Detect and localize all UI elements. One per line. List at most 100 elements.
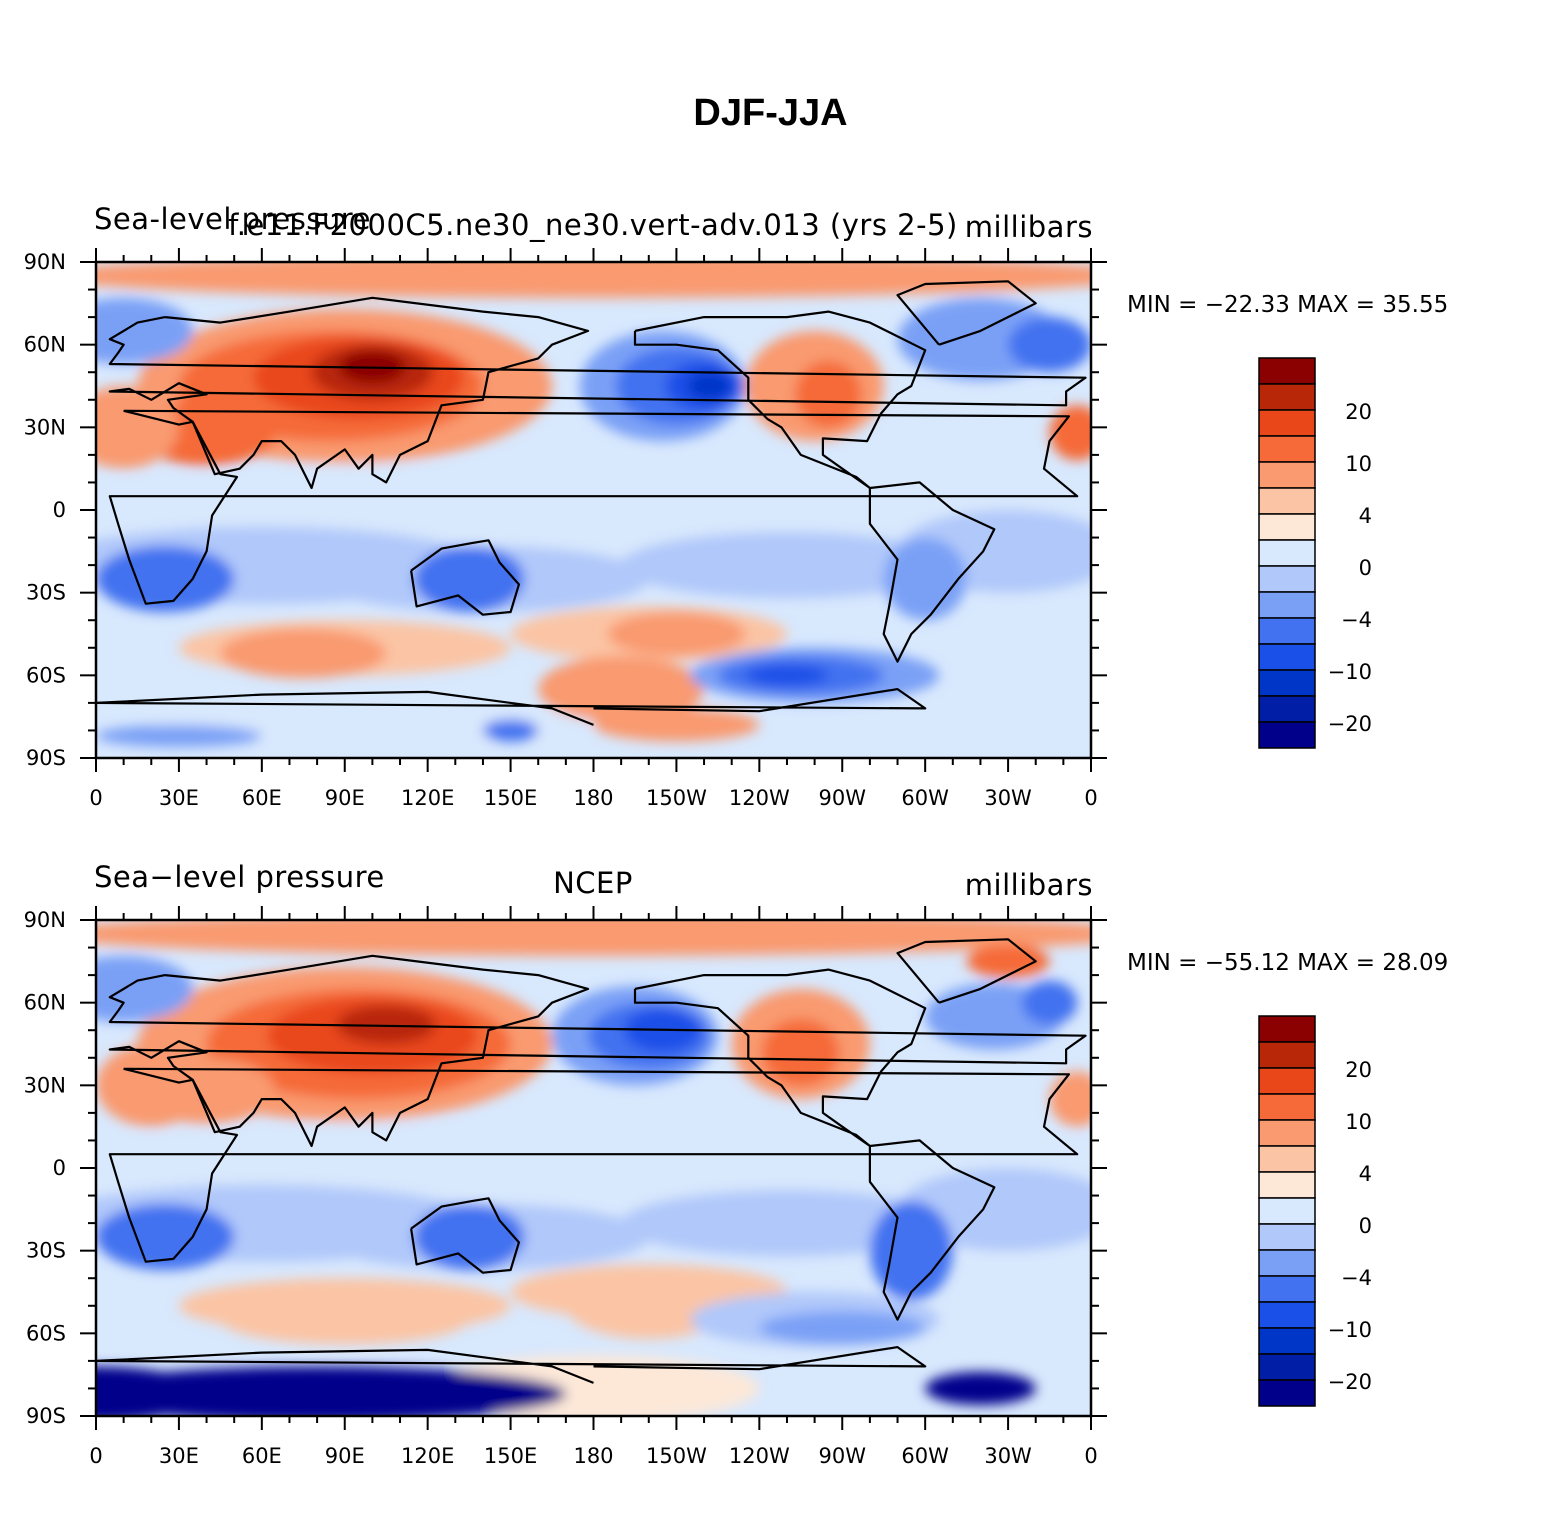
colorbar-swatch xyxy=(1258,1223,1316,1251)
colorbar-label: 10 xyxy=(1345,452,1372,476)
lon-tick-label: 30W xyxy=(984,1444,1032,1468)
lat-tick-label: 60N xyxy=(24,333,66,357)
pressure-contour-region xyxy=(966,944,1050,978)
colorbar-swatch xyxy=(1258,1145,1316,1173)
colorbar-swatch xyxy=(1258,1041,1316,1069)
pressure-contour-region xyxy=(593,708,760,742)
lon-tick-label: 90E xyxy=(325,1444,365,1468)
pressure-contour-region xyxy=(413,545,525,612)
coastline xyxy=(410,1197,520,1274)
pressure-contour-region xyxy=(96,262,1091,298)
colorbar-swatch xyxy=(1258,565,1316,593)
colorbar-swatch xyxy=(1258,1275,1316,1303)
panel-units-label: millibars xyxy=(964,868,1093,902)
lat-tick-label: 0 xyxy=(53,1156,66,1180)
lon-tick-label: 120E xyxy=(401,1444,454,1468)
pressure-contour-region xyxy=(745,664,829,687)
lon-tick-label: 150W xyxy=(646,786,707,810)
colorbar-swatch xyxy=(1258,1249,1316,1277)
lon-tick-label: 0 xyxy=(89,786,102,810)
lon-tick-label: 90E xyxy=(325,786,365,810)
colorbar-label: 4 xyxy=(1359,504,1372,528)
coastline xyxy=(896,280,1037,346)
colorbar-swatch xyxy=(1258,539,1316,567)
lat-tick-label: 90S xyxy=(26,1404,66,1428)
lon-tick-label: 0 xyxy=(1084,786,1097,810)
pressure-contour-region xyxy=(96,724,262,747)
colorbar-label: −20 xyxy=(1328,712,1372,736)
colorbar-label: 0 xyxy=(1359,1214,1372,1238)
min-max-readout: MIN = −55.12 MAX = 28.09 xyxy=(1127,950,1449,976)
colorbar-swatch xyxy=(1258,1379,1316,1407)
pressure-contour-region xyxy=(565,1272,732,1339)
lon-tick-label: 120W xyxy=(729,786,790,810)
figure-title: DJF-JJA xyxy=(693,92,848,134)
pressure-contour-region xyxy=(336,1005,436,1044)
map-plot-model: 90N 60N 30N 0 30S 60S 90S 0 30E 60E 90E 120E 150E 180… xyxy=(24,248,1372,810)
colorbar-swatch xyxy=(1258,357,1316,385)
colorbar-swatch xyxy=(1258,1327,1316,1355)
pressure-contour-region xyxy=(621,1190,953,1257)
lon-tick-label: 90W xyxy=(819,786,867,810)
coastline xyxy=(868,1139,996,1321)
coastline xyxy=(108,409,1079,605)
colorbar-swatch xyxy=(1258,1015,1316,1043)
colorbar-swatch xyxy=(1258,513,1316,541)
pressure-contour-region xyxy=(759,1311,926,1345)
panel-units-label: millibars xyxy=(964,210,1093,244)
pressure-contour-region xyxy=(96,920,1091,956)
lon-tick-label: 60W xyxy=(901,786,949,810)
lon-tick-label: 60E xyxy=(242,1444,282,1468)
pressure-contour-region xyxy=(607,611,746,657)
colorbar-swatch xyxy=(1258,383,1316,411)
map-panel-ncep: Sea−level pressure NCEP millibars MIN = … xyxy=(0,854,1541,1514)
lon-tick-label: 30E xyxy=(159,1444,199,1468)
panel-variable-label: Sea−level pressure xyxy=(94,860,385,894)
pressure-contour-region xyxy=(220,1294,470,1345)
coastline xyxy=(108,296,1087,490)
colorbar-label: −10 xyxy=(1328,1318,1372,1342)
colorbar-swatch xyxy=(1258,435,1316,463)
coastline xyxy=(108,954,1087,1148)
pressure-contour-region xyxy=(621,532,953,599)
colorbar-label: −4 xyxy=(1341,608,1372,632)
pressure-contour-region xyxy=(1008,317,1091,373)
colorbar-swatch xyxy=(1258,1197,1316,1225)
lon-tick-label: 0 xyxy=(1084,1444,1097,1468)
colorbar-label: 0 xyxy=(1359,556,1372,580)
min-max-readout: MIN = −22.33 MAX = 35.55 xyxy=(1127,292,1449,318)
panel-variable-label: Sea-level pressure xyxy=(94,202,371,236)
colorbar-label: −20 xyxy=(1328,1370,1372,1394)
lon-tick-label: 120E xyxy=(401,786,454,810)
map-panel-model: Sea-level pressure f.e11.F2000C5.ne30_ne… xyxy=(0,196,1541,856)
pressure-contour-region xyxy=(869,1201,953,1301)
colorbar-label: −10 xyxy=(1328,660,1372,684)
axis-ticks xyxy=(80,906,1107,1430)
lon-tick-label: 180 xyxy=(573,786,613,810)
lon-tick-label: 60E xyxy=(242,786,282,810)
colorbar-swatch xyxy=(1258,669,1316,697)
colorbar-swatch xyxy=(1258,487,1316,515)
pressure-contour-region xyxy=(883,537,967,621)
pressure-contour-region xyxy=(1021,980,1078,1025)
pressure-field xyxy=(96,920,1091,1416)
coastline xyxy=(410,539,520,616)
colorbar-label: 20 xyxy=(1345,1058,1372,1082)
lon-tick-label: 180 xyxy=(573,1444,613,1468)
lat-tick-label: 60S xyxy=(26,1321,66,1345)
colorbar xyxy=(1258,357,1316,749)
colorbar xyxy=(1258,1015,1316,1407)
pressure-contour-region xyxy=(413,1203,525,1270)
pressure-contour-region xyxy=(220,628,387,679)
lat-tick-label: 90S xyxy=(26,746,66,770)
lat-tick-label: 60S xyxy=(26,663,66,687)
lon-tick-label: 150W xyxy=(646,1444,707,1468)
lon-tick-label: 30W xyxy=(984,786,1032,810)
colorbar-label: 4 xyxy=(1359,1162,1372,1186)
coastline xyxy=(633,310,927,490)
pressure-contour-region xyxy=(96,955,193,1022)
pressure-contour-region xyxy=(96,386,179,469)
colorbar-swatch xyxy=(1258,1093,1316,1121)
pressure-contour-region xyxy=(687,372,732,400)
lat-tick-label: 30N xyxy=(24,1073,66,1097)
